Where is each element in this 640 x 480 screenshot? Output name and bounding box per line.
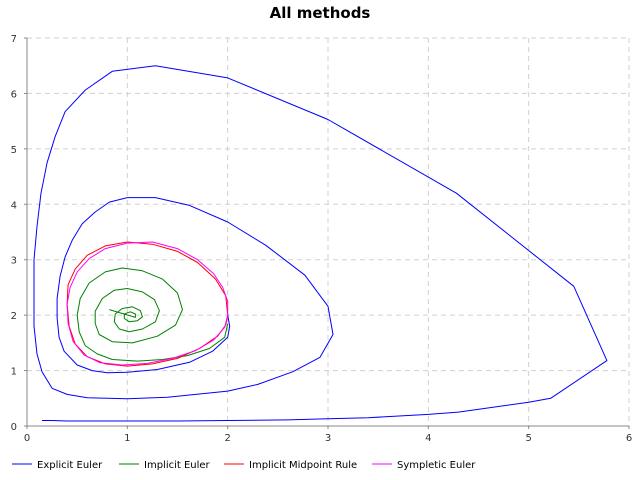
legend-label: Sympletic Euler (397, 460, 476, 471)
y-tick-label: 7 (11, 34, 17, 45)
series-line-explicit-euler (33, 65, 608, 422)
y-tick-label: 6 (11, 89, 17, 100)
legend-item-explicit-euler: Explicit Euler (12, 460, 103, 471)
legend-label: Explicit Euler (37, 460, 103, 471)
x-tick-label: 2 (224, 433, 230, 444)
x-tick-label: 0 (24, 433, 30, 444)
y-tick-label: 2 (11, 311, 17, 322)
legend-label: Implicit Euler (144, 460, 211, 471)
series-lines (33, 65, 608, 422)
legend-item-implicit-euler: Implicit Euler (119, 460, 211, 471)
series-line-implicit-euler (76, 267, 229, 362)
grid (27, 37, 630, 426)
y-tick-label: 0 (11, 422, 17, 433)
x-tick-label: 3 (325, 433, 331, 444)
legend-label: Implicit Midpoint Rule (249, 460, 357, 471)
series-line-implicit-midpoint-rule (66, 241, 229, 367)
chart-title: All methods (270, 4, 371, 22)
legend-item-sympletic-euler: Sympletic Euler (372, 460, 476, 471)
x-tick-label: 4 (425, 433, 431, 444)
legend-item-implicit-midpoint-rule: Implicit Midpoint Rule (224, 460, 357, 471)
x-tick-label: 1 (124, 433, 130, 444)
y-tick-label: 1 (11, 367, 17, 378)
y-tick-label: 3 (11, 256, 17, 267)
series-line-sympletic-euler (66, 241, 229, 366)
x-tick-label: 5 (525, 433, 531, 444)
y-tick-label: 5 (11, 145, 17, 156)
y-tick-label: 4 (11, 200, 17, 211)
legend: Explicit Euler Implicit Euler Implicit Mid… (12, 460, 476, 471)
axes: 0 1 2 3 4 5 6 0 1 2 3 4 5 6 7 (11, 34, 633, 444)
x-tick-label: 6 (626, 433, 632, 444)
